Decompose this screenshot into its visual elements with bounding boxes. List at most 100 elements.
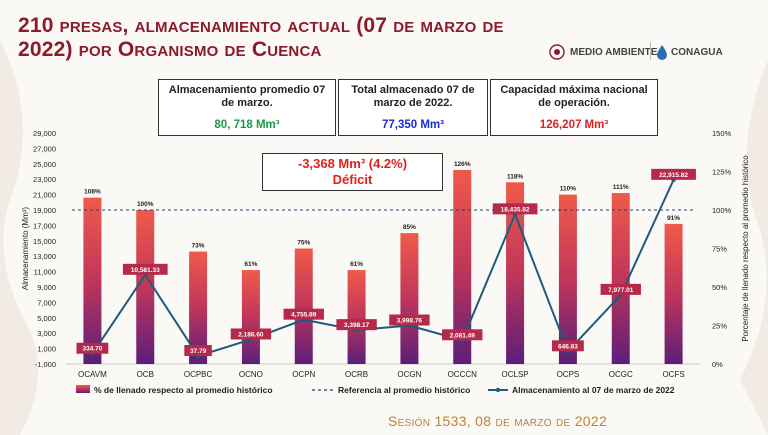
legend-line-marker [495,387,501,393]
y-right-tick-label: 75% [712,245,727,254]
bar-ocpbc [189,251,208,364]
storage-label-bg [389,314,430,326]
y-left-axis-label: Almacenamiento (Mm³) [21,207,30,290]
y-left-tick-label: 17,000 [33,221,56,230]
bar-ocno [241,270,260,364]
eagle-emblem-icon [549,44,565,60]
box-total-value: 77,350 Mm³ [381,119,444,131]
storage-label-bg [283,308,324,320]
y-left-tick-label: 11,000 [34,268,56,277]
y-right-tick-label: 100% [712,206,732,215]
storage-label-bg [230,328,272,340]
bar-pct-label: 118% [507,173,523,180]
storage-value-label: 3,998.76 [397,318,423,325]
box-capacidad-value: 126,207 Mm³ [539,119,609,131]
deficit-label: Déficit [332,172,373,187]
x-tick-label: OCNO [239,370,263,379]
medio-ambiente-text: MEDIO AMBIENTE [570,46,658,58]
y-left-tick-label: 21,000 [33,191,56,200]
y-right-tick-label: 125% [712,168,732,177]
box-promedio-value: 80, 718 Mm³ [214,119,280,131]
x-tick-label: OCAVM [78,370,107,379]
y-left-tick-label: -1,000 [35,360,56,369]
bar-pct-label: 61% [350,261,363,268]
bar-pct-label: 126% [454,161,471,168]
box-promedio-label: Almacenamiento promedio 07 de marzo. [168,84,326,109]
bar-pct-label: 91% [667,215,680,222]
x-tick-label: OCB [137,370,154,379]
logo-separator [650,42,651,60]
y-right-tick-label: 0% [712,360,723,369]
bar-pct-label: 61% [244,261,257,268]
bar-ocgn [400,233,419,364]
bar-pct-label: 100% [137,201,154,208]
y-left-tick-label: 7,000 [37,298,56,307]
box-total-label: Total almacenado 07 de marzo de 2022. [351,84,475,109]
storage-value-label: 2,081.49 [450,332,476,339]
y-left-tick-label: 19,000 [33,206,56,215]
bar-pct-label: 85% [403,224,416,231]
bar-ocavm [83,197,102,364]
y-left-tick-label: 13,000 [33,252,56,261]
bar-pct-label: 75% [297,240,310,247]
storage-label-bg [651,168,696,180]
x-tick-label: OCPBC [184,370,213,379]
conagua-text: CONAGUA [671,46,723,58]
storage-label-bg [336,319,377,331]
legend-line-label: Almacenamiento al 07 de marzo de 2022 [512,385,675,395]
x-tick-label: OCRB [345,370,368,379]
bar-ocgc [611,193,630,364]
storage-label-bg [552,340,584,352]
y-left-tick-label: 1,000 [37,345,56,354]
storage-label-bg [76,342,109,354]
bar-ocps [558,194,577,364]
storage-line [91,179,675,358]
legend-ref-label: Referencia al promedio histórico [338,385,470,395]
bar-ocfs [664,223,683,364]
y-left-tick-label: 5,000 [37,314,56,323]
bar-pct-label: 111% [613,184,629,191]
storage-label-bg [492,203,538,215]
storage-value-label: 2,186.60 [238,331,264,338]
storage-label-bg [122,263,168,275]
deficit-value: -3,368 Mm³ (4.2%) [297,156,408,171]
box-promedio: Almacenamiento promedio 07 de marzo. 80,… [158,79,336,136]
y-right-tick-label: 25% [712,322,727,331]
deficit-box: -3,368 Mm³ (4.2%) Déficit [262,153,443,191]
x-tick-label: OCPN [292,370,315,379]
storage-value-label: 18,435.82 [501,206,530,213]
x-tick-label: OCPS [557,370,580,379]
bar-ocpn [294,248,313,364]
storage-value-label: 334.70 [82,346,102,353]
y-left-tick-label: 23,000 [33,175,56,184]
storage-label-bg [442,329,483,341]
box-capacidad: Capacidad máxima nacional de operación. … [490,79,658,136]
storage-value-label: 3,398.17 [344,322,370,329]
x-tick-label: OCFS [662,370,684,379]
x-tick-label: OCCCN [448,370,478,379]
storage-label-bg [600,283,641,295]
bar-pct-label: 108% [84,189,101,196]
box-capacidad-label: Capacidad máxima nacional de operación. [500,84,648,109]
storage-label-bg [184,345,212,357]
bar-occcn [453,169,472,364]
medio-ambiente-logo: MEDIO AMBIENTE [548,44,657,60]
y-left-tick-label: 25,000 [33,160,56,169]
legend-bar-label: % de llenado respecto al promedio histór… [94,385,273,395]
bar-pct-label: 73% [192,243,205,250]
y-left-tick-label: 29,000 [33,129,56,138]
storage-value-label: 646.83 [558,343,578,350]
storage-value-label: 4,755.89 [291,312,317,319]
y-left-tick-label: 27,000 [33,144,56,153]
page-title: 210 presas, almacenamiento actual (07 de… [18,14,504,61]
session-footer: Sesión 1533, 08 de marzo de 2022 [388,413,608,429]
x-tick-label: OCLSP [502,370,529,379]
y-left-tick-label: 9,000 [37,283,56,292]
storage-value-label: 22,915.82 [659,172,688,179]
bar-pct-label: 110% [560,186,576,193]
bar-ocb [136,210,155,364]
legend-bar-swatch [76,385,90,393]
x-tick-label: OCGC [609,370,633,379]
